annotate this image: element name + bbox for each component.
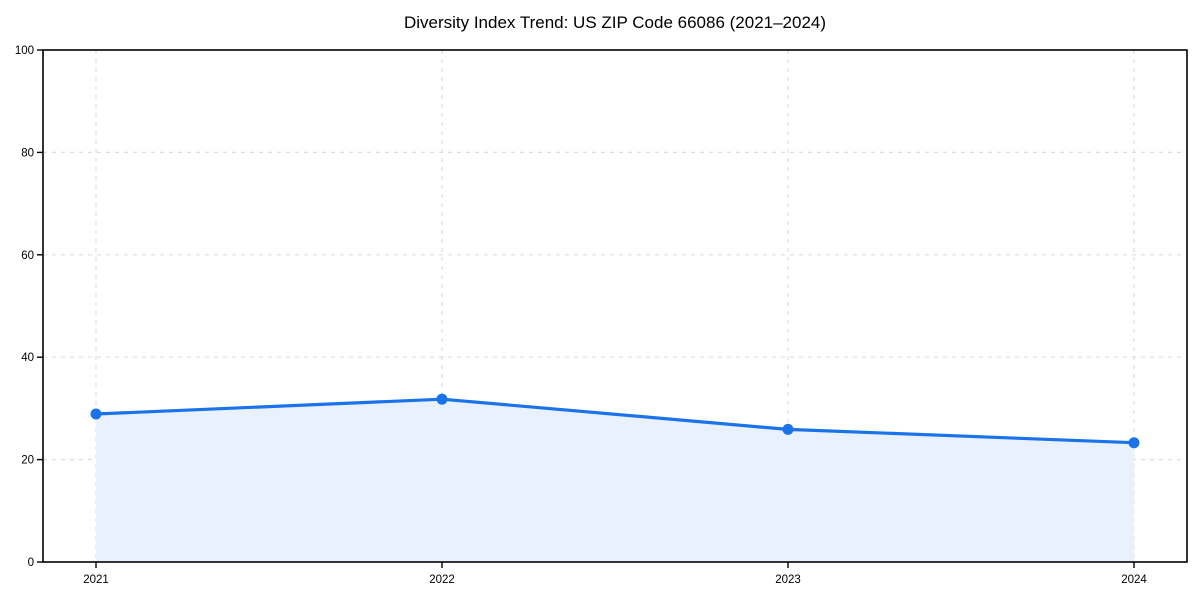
x-tick-label: 2022 xyxy=(429,574,455,586)
y-tick-label: 0 xyxy=(28,557,34,569)
data-point xyxy=(782,423,794,435)
data-point xyxy=(1128,437,1140,449)
x-tick-label: 2021 xyxy=(83,574,109,586)
chart-title: Diversity Index Trend: US ZIP Code 66086… xyxy=(404,13,826,32)
axes-layer: 0 20 40 60 80 100 2021 2022 2023 2024 xyxy=(15,45,1188,586)
y-tick-label: 40 xyxy=(21,352,34,364)
data-point xyxy=(436,393,448,405)
y-tick-label: 100 xyxy=(15,45,34,57)
trend-line xyxy=(94,397,1136,445)
x-tick-label: 2023 xyxy=(775,574,801,586)
y-tick-label: 60 xyxy=(21,250,34,262)
data-point xyxy=(90,408,102,420)
area-fill xyxy=(96,399,1134,562)
x-tick-label: 2024 xyxy=(1121,574,1147,586)
plot-border xyxy=(42,49,1188,563)
y-tick-label: 80 xyxy=(21,147,34,159)
y-tick-label: 20 xyxy=(21,455,34,467)
series-layer xyxy=(90,393,1140,562)
